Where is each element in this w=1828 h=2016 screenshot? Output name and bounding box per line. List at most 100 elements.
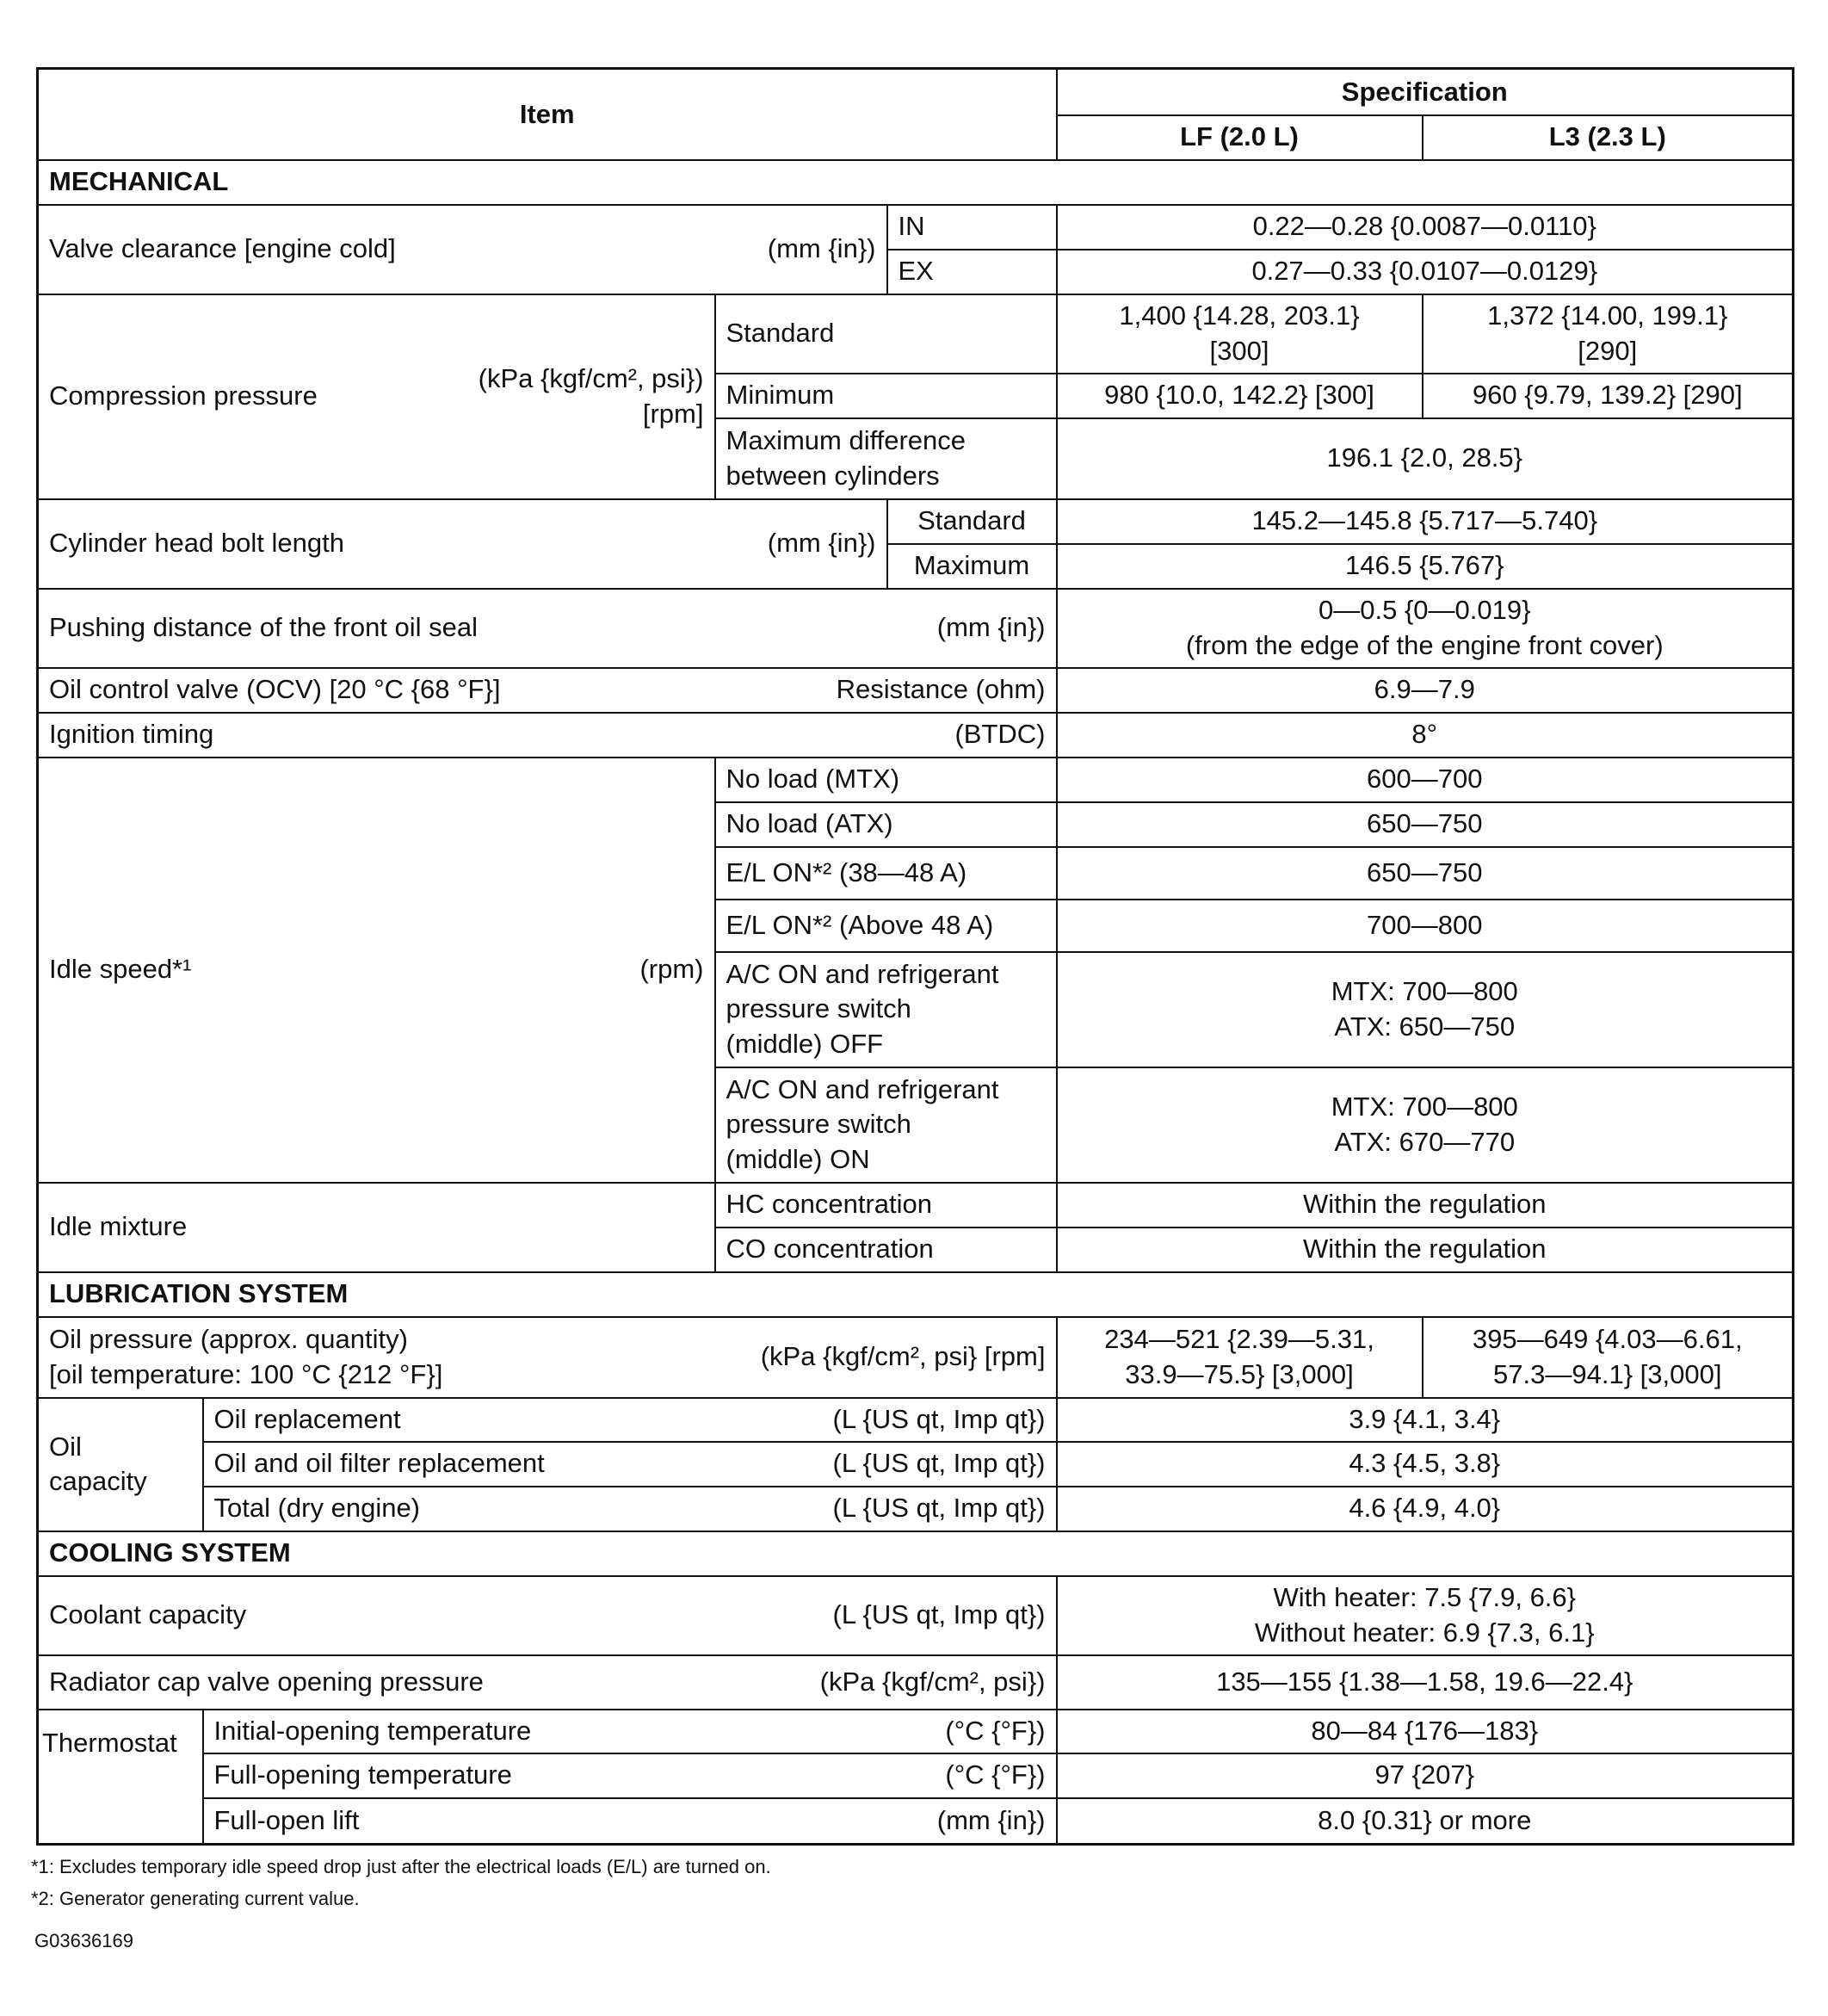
sub-label: Standard xyxy=(886,498,1058,545)
oil-seal-label: Pushing distance of the front oil seal (m… xyxy=(36,587,1058,669)
sub-label: Maximum difference between cylinders xyxy=(713,417,1058,500)
value: 196.1 {2.0, 28.5} xyxy=(1055,417,1794,500)
sub-label: HC concentration xyxy=(713,1181,1058,1228)
footnote-1: *1: Excludes temporary idle speed drop j… xyxy=(31,1856,771,1877)
unit: (L {US qt, Imp qt}) xyxy=(832,1403,1046,1434)
section-mechanical: MECHANICAL xyxy=(36,158,1794,206)
sub-label: IN xyxy=(886,203,1058,250)
header-lf: LF (2.0 L) xyxy=(1055,114,1423,161)
sub-label: Total (dry engine) xyxy=(213,1493,421,1524)
label: Cylinder head bolt length xyxy=(49,528,344,559)
ocv-label: Oil control valve (OCV) [20 °C {68 °F}] R… xyxy=(36,666,1058,714)
value-lf: 980 {10.0, 142.2} [300] xyxy=(1055,372,1423,419)
valve-clearance-label: Valve clearance [engine cold] (mm {in}) xyxy=(36,203,888,295)
value: MTX: 700—800 ATX: 650—750 xyxy=(1055,950,1794,1068)
unit: (°C {°F}) xyxy=(945,1715,1046,1746)
thermostat-label: Thermostat xyxy=(36,1708,204,1846)
coolant-label: Coolant capacity (L {US qt, Imp qt}) xyxy=(36,1574,1058,1656)
value: 80—84 {176—183} xyxy=(1055,1708,1794,1754)
unit: (mm {in}) xyxy=(936,612,1046,643)
header-l3: L3 (2.3 L) xyxy=(1421,114,1794,161)
value: 650—750 xyxy=(1055,845,1794,900)
figure-code: G03636169 xyxy=(34,1930,133,1951)
sub-label: Standard xyxy=(713,293,1058,374)
value: 600—700 xyxy=(1055,756,1794,803)
unit: (kPa {kgf/cm², psi}) [rpm] xyxy=(478,363,704,429)
value: 8° xyxy=(1055,711,1794,758)
label: Coolant capacity xyxy=(49,1599,247,1630)
radiator-cap-label: Radiator cap valve opening pressure (kPa … xyxy=(36,1654,1058,1710)
sub-label: A/C ON and refrigerant pressure switch (… xyxy=(713,950,1058,1068)
label: Ignition timing xyxy=(49,719,214,750)
unit: (L {US qt, Imp qt}) xyxy=(832,1599,1046,1630)
idle-mixture-label: Idle mixture xyxy=(36,1181,716,1273)
sub-label: Oil and oil filter replacement xyxy=(213,1448,545,1479)
value: 145.2—145.8 {5.717—5.740} xyxy=(1055,498,1794,545)
value: 135—155 {1.38—1.58, 19.6—22.4} xyxy=(1055,1654,1794,1710)
unit: (kPa {kgf/cm², psi}) xyxy=(819,1666,1046,1697)
unit: (mm {in}) xyxy=(767,233,876,264)
unit: (rpm) xyxy=(639,954,704,985)
unit: (L {US qt, Imp qt}) xyxy=(832,1448,1046,1479)
value: With heater: 7.5 {7.9, 6.6} Without heat… xyxy=(1055,1574,1794,1656)
unit: (°C {°F}) xyxy=(945,1759,1046,1790)
sub-label: E/L ON*² (Above 48 A) xyxy=(713,898,1058,953)
label: Idle speed*¹ xyxy=(49,954,192,985)
sub-label: Oil replacement xyxy=(213,1403,401,1434)
value-l3: 1,372 {14.00, 199.1} [290] xyxy=(1421,293,1794,374)
value: Within the regulation xyxy=(1055,1181,1794,1228)
label: Compression pressure xyxy=(49,380,318,411)
oil-capacity-label: Oil capacity xyxy=(36,1396,204,1532)
sub-label: No load (MTX) xyxy=(713,756,1058,803)
sub-label: E/L ON*² (38—48 A) xyxy=(713,845,1058,900)
label: Radiator cap valve opening pressure xyxy=(49,1666,484,1697)
section-cooling: COOLING SYSTEM xyxy=(36,1530,1794,1577)
section-lubrication: LUBRICATION SYSTEM xyxy=(36,1271,1794,1318)
ignition-label: Ignition timing (BTDC) xyxy=(36,711,1058,758)
sub-label: Full-open lift xyxy=(213,1805,360,1836)
value: 97 {207} xyxy=(1055,1752,1794,1799)
unit: (L {US qt, Imp qt}) xyxy=(832,1493,1046,1524)
unit: (kPa {kgf/cm², psi} [rpm] xyxy=(760,1341,1046,1372)
header-specification: Specification xyxy=(1055,67,1794,116)
idle-speed-label: Idle speed*¹ (rpm) xyxy=(36,756,716,1184)
sub-label: Initial-opening temperature xyxy=(213,1715,532,1746)
sub-label: Minimum xyxy=(713,372,1058,419)
compression-label: Compression pressure (kPa {kgf/cm², psi})… xyxy=(36,293,716,500)
sub-label: CO concentration xyxy=(713,1226,1058,1273)
oil-pressure-label: Oil pressure (approx. quantity) [oil tem… xyxy=(36,1315,1058,1399)
unit: (mm {in}) xyxy=(936,1805,1046,1836)
value: 650—750 xyxy=(1055,801,1794,848)
header-item: Item xyxy=(36,67,1058,161)
value: MTX: 700—800 ATX: 670—770 xyxy=(1055,1066,1794,1184)
head-bolt-label: Cylinder head bolt length (mm {in}) xyxy=(36,498,888,590)
sub-label: Maximum xyxy=(886,542,1058,590)
value: 6.9—7.9 xyxy=(1055,666,1794,714)
sub-label: A/C ON and refrigerant pressure switch (… xyxy=(713,1066,1058,1184)
value: 146.5 {5.767} xyxy=(1055,542,1794,590)
value: 0.27—0.33 {0.0107—0.0129} xyxy=(1055,248,1794,295)
value: 0.22—0.28 {0.0087—0.0110} xyxy=(1055,203,1794,250)
value: 3.9 {4.1, 3.4} xyxy=(1055,1396,1794,1443)
sub-label: No load (ATX) xyxy=(713,801,1058,848)
unit: (BTDC) xyxy=(954,719,1046,750)
sub-label: Full-opening temperature xyxy=(213,1759,512,1790)
value: 0—0.5 {0—0.019} (from the edge of the en… xyxy=(1055,587,1794,669)
value-lf: 234—521 {2.39—5.31, 33.9—75.5} [3,000] xyxy=(1055,1315,1423,1399)
value-lf: 1,400 {14.28, 203.1} [300] xyxy=(1055,293,1423,374)
value-l3: 960 {9.79, 139.2} [290] xyxy=(1421,372,1794,419)
unit: Resistance (ohm) xyxy=(836,674,1046,705)
label: Oil pressure (approx. quantity) [oil tem… xyxy=(49,1324,443,1389)
value: 4.3 {4.5, 3.8} xyxy=(1055,1440,1794,1487)
label: Valve clearance [engine cold] xyxy=(49,233,396,264)
unit: (mm {in}) xyxy=(767,528,876,559)
footnote-2: *2: Generator generating current value. xyxy=(31,1888,360,1909)
value: 700—800 xyxy=(1055,898,1794,953)
value: 8.0 {0.31} or more xyxy=(1055,1796,1794,1846)
label: Pushing distance of the front oil seal xyxy=(49,612,479,643)
specification-table: Item Specification LF (2.0 L) L3 (2.3 L)… xyxy=(36,67,1794,1846)
value: Within the regulation xyxy=(1055,1226,1794,1273)
label: Oil control valve (OCV) [20 °C {68 °F}] xyxy=(49,674,501,705)
value-l3: 395—649 {4.03—6.61, 57.3—94.1} [3,000] xyxy=(1421,1315,1794,1399)
value: 4.6 {4.9, 4.0} xyxy=(1055,1485,1794,1532)
